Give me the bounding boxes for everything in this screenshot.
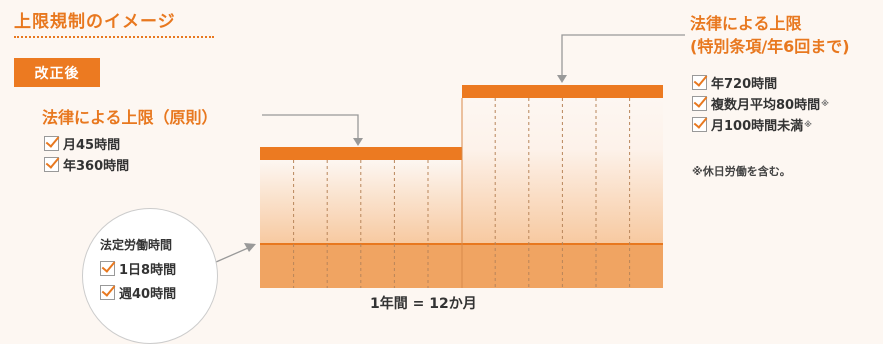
check-item-label: 年360時間: [63, 159, 130, 174]
statutory-hours-title: 法定労働時間: [100, 238, 173, 252]
check-icon: [44, 157, 59, 172]
check-item: 月45時間: [44, 133, 129, 154]
check-item: 1日8時間: [100, 258, 176, 279]
leader-arrowhead: [353, 138, 363, 146]
leader-special: [561, 34, 685, 77]
badge-label: 改正後: [34, 65, 80, 82]
special-limit-heading: 法律による上限: [690, 14, 802, 33]
check-item: 複数月平均80時間 ※: [692, 93, 829, 114]
diagram-title: 上限規制のイメージ: [14, 12, 176, 32]
footnote-mark: ※: [804, 120, 812, 129]
check-item-label: 1日8時間: [119, 263, 177, 278]
leader-arrowhead: [557, 75, 567, 83]
leader-standard: [262, 114, 359, 140]
check-item: 年720時間: [692, 72, 829, 93]
check-item: 週40時間: [100, 282, 176, 303]
limit-bar-standard: [260, 147, 462, 160]
special-limit-subheading: (特別条項/年6回まで): [690, 37, 850, 56]
check-item-label: 月45時間: [63, 138, 121, 153]
leader-statutory: [215, 247, 249, 263]
statutory-hours-list: 1日8時間 週40時間: [100, 258, 176, 303]
standard-limit-list: 月45時間 年360時間: [44, 133, 129, 175]
check-icon: [100, 285, 115, 300]
check-icon: [692, 75, 707, 90]
title-underline: [14, 36, 214, 38]
limit-bar-special: [462, 85, 663, 98]
footnote: ※休日労働を含む。: [692, 165, 791, 178]
check-icon: [100, 261, 115, 276]
period-label: 1年間 = 12か月: [370, 296, 477, 312]
revision-badge: 改正後: [14, 58, 100, 87]
check-icon: [692, 117, 707, 132]
check-icon: [44, 136, 59, 151]
check-item: 月100時間未満 ※: [692, 114, 829, 135]
standard-limit-heading: 法律による上限（原則）: [42, 108, 218, 127]
footnote-mark: ※: [821, 99, 829, 108]
month-dividers: [293, 98, 631, 288]
check-icon: [692, 96, 707, 111]
statutory-hours-circle: [82, 208, 218, 344]
leader-arrowhead: [244, 243, 256, 252]
check-item-label: 月100時間未満: [711, 119, 804, 134]
check-item-label: 複数月平均80時間: [711, 98, 821, 113]
check-item: 年360時間: [44, 154, 129, 175]
check-item-label: 週40時間: [119, 287, 177, 302]
special-limit-list: 年720時間 複数月平均80時間 ※ 月100時間未満 ※: [692, 72, 829, 135]
check-item-label: 年720時間: [711, 77, 778, 92]
